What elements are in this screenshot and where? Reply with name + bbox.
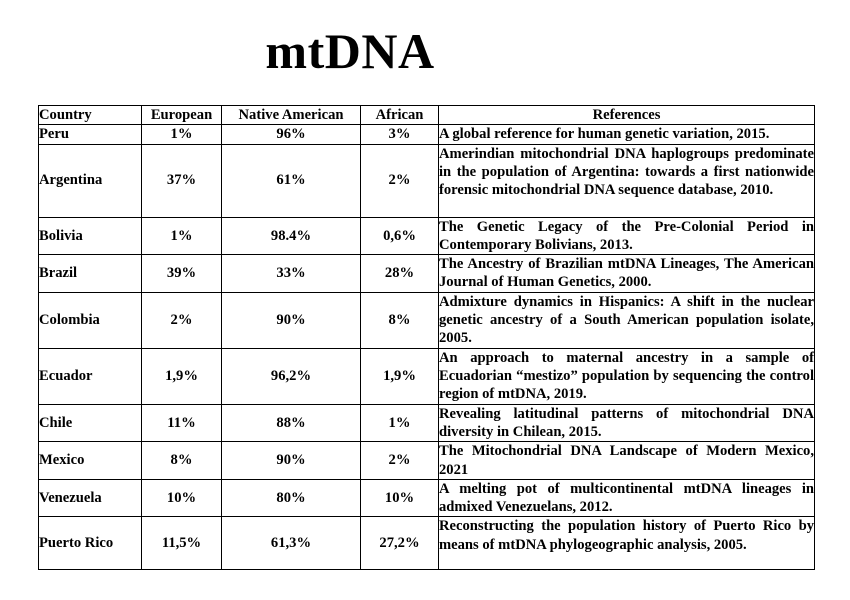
reference-cell: Revealing latitudinal patterns of mitoch… [438,403,815,443]
reference-cell: The Ancestry of Brazilian mtDNA Lineages… [438,254,815,293]
country-cell: Bolivia [38,216,142,256]
native-american-cell: 98.4% [221,216,361,256]
european-cell: 11% [141,403,222,443]
native-american-cell: 61,3% [221,516,361,571]
country-cell: Brazil [38,254,142,293]
european-cell: 1% [141,216,222,256]
reference-cell: The Genetic Legacy of the Pre-Colonial P… [438,216,815,256]
header-european: European [141,104,222,126]
reference-cell: Reconstructing the population history of… [438,516,815,571]
table-header-row: Country European Native American African… [38,104,815,126]
native-american-cell: 80% [221,478,361,518]
african-cell: 8% [360,291,439,349]
table-row-peru: Peru 1% 96% 3% A global reference for hu… [38,124,815,145]
reference-cell: The Mitochondrial DNA Landscape of Moder… [438,441,815,480]
table-row-venezuela: Venezuela 10% 80% 10% A melting pot of m… [38,478,815,518]
table-row-ecuador: Ecuador 1,9% 96,2% 1,9% An approach to m… [38,347,815,405]
table-row-colombia: Colombia 2% 90% 8% Admixture dynamics in… [38,291,815,349]
table-row-bolivia: Bolivia 1% 98.4% 0,6% The Genetic Legacy… [38,216,815,256]
african-cell: 3% [360,124,439,145]
country-cell: Mexico [38,441,142,480]
country-cell: Venezuela [38,478,142,518]
european-cell: 37% [141,143,222,218]
native-american-cell: 96,2% [221,347,361,405]
table-row-puerto-rico: Puerto Rico 11,5% 61,3% 27,2% Reconstruc… [38,516,815,571]
african-cell: 1% [360,403,439,443]
native-american-cell: 96% [221,124,361,145]
reference-cell: Admixture dynamics in Hispanics: A shift… [438,291,815,349]
european-cell: 39% [141,254,222,293]
european-cell: 8% [141,441,222,480]
page-title: mtDNA [265,23,435,79]
mtdna-table: Country European Native American African… [38,104,815,571]
european-cell: 1% [141,124,222,145]
table-row-argentina: Argentina 37% 61% 2% Amerindian mitochon… [38,143,815,218]
country-cell: Argentina [38,143,142,218]
native-american-cell: 88% [221,403,361,443]
table-row-chile: Chile 11% 88% 1% Revealing latitudinal p… [38,403,815,443]
reference-cell: A global reference for human genetic var… [438,124,815,145]
reference-cell: A melting pot of multicontinental mtDNA … [438,478,815,518]
european-cell: 2% [141,291,222,349]
african-cell: 2% [360,143,439,218]
document-page: mtDNA Country European Native American A… [0,24,850,600]
african-cell: 2% [360,441,439,480]
country-cell: Puerto Rico [38,516,142,571]
header-african: African [360,104,439,126]
native-american-cell: 61% [221,143,361,218]
african-cell: 1,9% [360,347,439,405]
african-cell: 0,6% [360,216,439,256]
african-cell: 10% [360,478,439,518]
table-row-mexico: Mexico 8% 90% 2% The Mitochondrial DNA L… [38,441,815,480]
country-cell: Ecuador [38,347,142,405]
country-cell: Chile [38,403,142,443]
reference-cell: Amerindian mitochondrial DNA haplogroups… [438,143,815,218]
header-references: References [438,104,815,126]
native-american-cell: 33% [221,254,361,293]
reference-cell: An approach to maternal ancestry in a sa… [438,347,815,405]
european-cell: 1,9% [141,347,222,405]
country-cell: Colombia [38,291,142,349]
european-cell: 11,5% [141,516,222,571]
european-cell: 10% [141,478,222,518]
african-cell: 28% [360,254,439,293]
table-row-brazil: Brazil 39% 33% 28% The Ancestry of Brazi… [38,254,815,293]
african-cell: 27,2% [360,516,439,571]
header-native-american: Native American [221,104,361,126]
country-cell: Peru [38,124,142,145]
native-american-cell: 90% [221,441,361,480]
header-country: Country [38,104,142,126]
native-american-cell: 90% [221,291,361,349]
